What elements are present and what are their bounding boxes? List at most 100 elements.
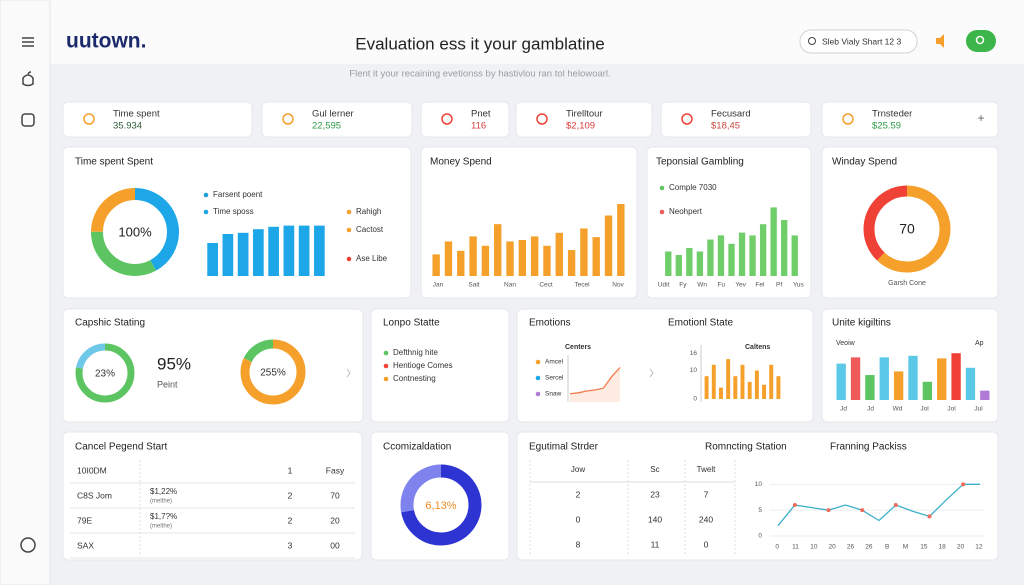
logo: uutown.	[66, 30, 146, 53]
legend-label: Comple 7030	[669, 183, 717, 192]
sidebar-icons	[20, 37, 36, 553]
cell: 240	[699, 514, 713, 524]
cell: 1	[288, 465, 293, 475]
legend-label: Neohpert	[669, 207, 703, 216]
bar	[469, 236, 477, 276]
subtitle: Flent it your recaining evetionss by has…	[349, 69, 610, 80]
card	[62, 431, 363, 561]
panel-title: Egutimal Strder	[529, 442, 599, 453]
cell: 0	[704, 539, 709, 549]
x-label: Udit	[658, 282, 670, 289]
sound-icon[interactable]	[936, 34, 944, 48]
cell-note: (melthe)	[150, 499, 172, 505]
bar	[555, 232, 563, 276]
bar	[314, 225, 325, 276]
table-header: Twelt	[697, 465, 716, 474]
legend-dot	[535, 359, 541, 365]
card	[62, 101, 253, 138]
x-label: Jan	[433, 282, 444, 289]
line-dot	[961, 482, 966, 487]
x-label: Wd	[893, 406, 903, 413]
x-label: Fu	[718, 282, 726, 289]
bar	[506, 241, 514, 276]
kpi-icon	[83, 113, 95, 125]
panel-title: Teponsial Gambling	[656, 157, 744, 168]
panel-title: Emotionl State	[668, 318, 733, 329]
bar	[865, 375, 875, 400]
kpi-add: +	[977, 111, 984, 125]
big-value: 95%	[157, 354, 191, 373]
menu-icon[interactable]	[22, 37, 34, 47]
bar	[675, 255, 682, 276]
cell: 20	[330, 515, 340, 525]
bar	[879, 357, 889, 400]
kpi-value: 116	[471, 121, 486, 132]
apple-icon[interactable]	[22, 71, 34, 87]
x-label: Fy	[679, 282, 687, 289]
bar	[718, 387, 723, 399]
bar	[717, 235, 725, 276]
bar	[937, 358, 947, 400]
bar	[518, 240, 527, 276]
big-sub: Peint	[157, 379, 178, 389]
donut-segment	[240, 339, 306, 405]
x-label: 18	[939, 544, 947, 551]
kpi-label: Trnsteder	[872, 109, 912, 120]
cell: 2	[576, 489, 581, 499]
donut-segment	[91, 188, 179, 276]
legend-dot	[346, 227, 352, 233]
cell: Fasy	[326, 465, 345, 475]
y-tick-label: 10	[755, 481, 763, 488]
sidebar	[0, 0, 51, 585]
bar	[704, 376, 709, 399]
kpi-label: Gul lerner	[312, 109, 354, 120]
bar	[791, 235, 798, 276]
card	[660, 101, 812, 138]
table-header: Jow	[571, 465, 585, 474]
bar	[762, 384, 767, 399]
kpi-label: Pnet	[471, 109, 491, 120]
card	[516, 431, 999, 561]
chevron	[649, 368, 654, 378]
donut-label: 6,13%	[425, 500, 456, 512]
cell: 10I0DM	[77, 465, 107, 475]
line-dot	[893, 503, 898, 507]
cell: 11	[651, 539, 660, 549]
bar	[893, 371, 904, 400]
legend-label: Ase Libe	[356, 254, 388, 263]
line-dot	[927, 514, 932, 519]
donut-segment	[863, 185, 951, 273]
x-label: Wn	[697, 282, 707, 289]
bar	[908, 355, 918, 400]
bar	[222, 234, 234, 276]
cell: 8	[576, 539, 581, 549]
x-label: Jol	[920, 406, 929, 413]
legend-dot	[346, 209, 352, 215]
search-button[interactable]	[966, 30, 996, 52]
legend-label: Hentioge Comes	[393, 361, 453, 370]
x-label: Cect	[539, 282, 553, 289]
x-label: Jd	[840, 406, 847, 413]
search-box[interactable]	[799, 29, 918, 54]
x-label: 0	[775, 544, 779, 551]
panel-title: Cancel Pegend Start	[75, 442, 168, 453]
x-label: Nan	[504, 282, 516, 289]
chevron	[346, 368, 351, 378]
bar	[836, 363, 846, 400]
square-icon[interactable]	[21, 113, 35, 127]
legend-label: Rahigh	[356, 207, 381, 216]
bar	[604, 215, 613, 276]
bar	[747, 381, 752, 399]
bar	[543, 245, 551, 276]
y-tick-label: 0	[693, 396, 697, 403]
axis-note: Ap	[975, 340, 984, 347]
x-label: 12	[975, 544, 983, 551]
bar	[738, 232, 746, 276]
x-label: Yev	[735, 282, 746, 289]
bar	[965, 367, 976, 400]
x-label: Jd	[867, 406, 874, 413]
panel-title: Lonpo Statte	[383, 318, 440, 329]
help-icon[interactable]	[20, 537, 36, 553]
donut-label: 23%	[95, 369, 115, 380]
